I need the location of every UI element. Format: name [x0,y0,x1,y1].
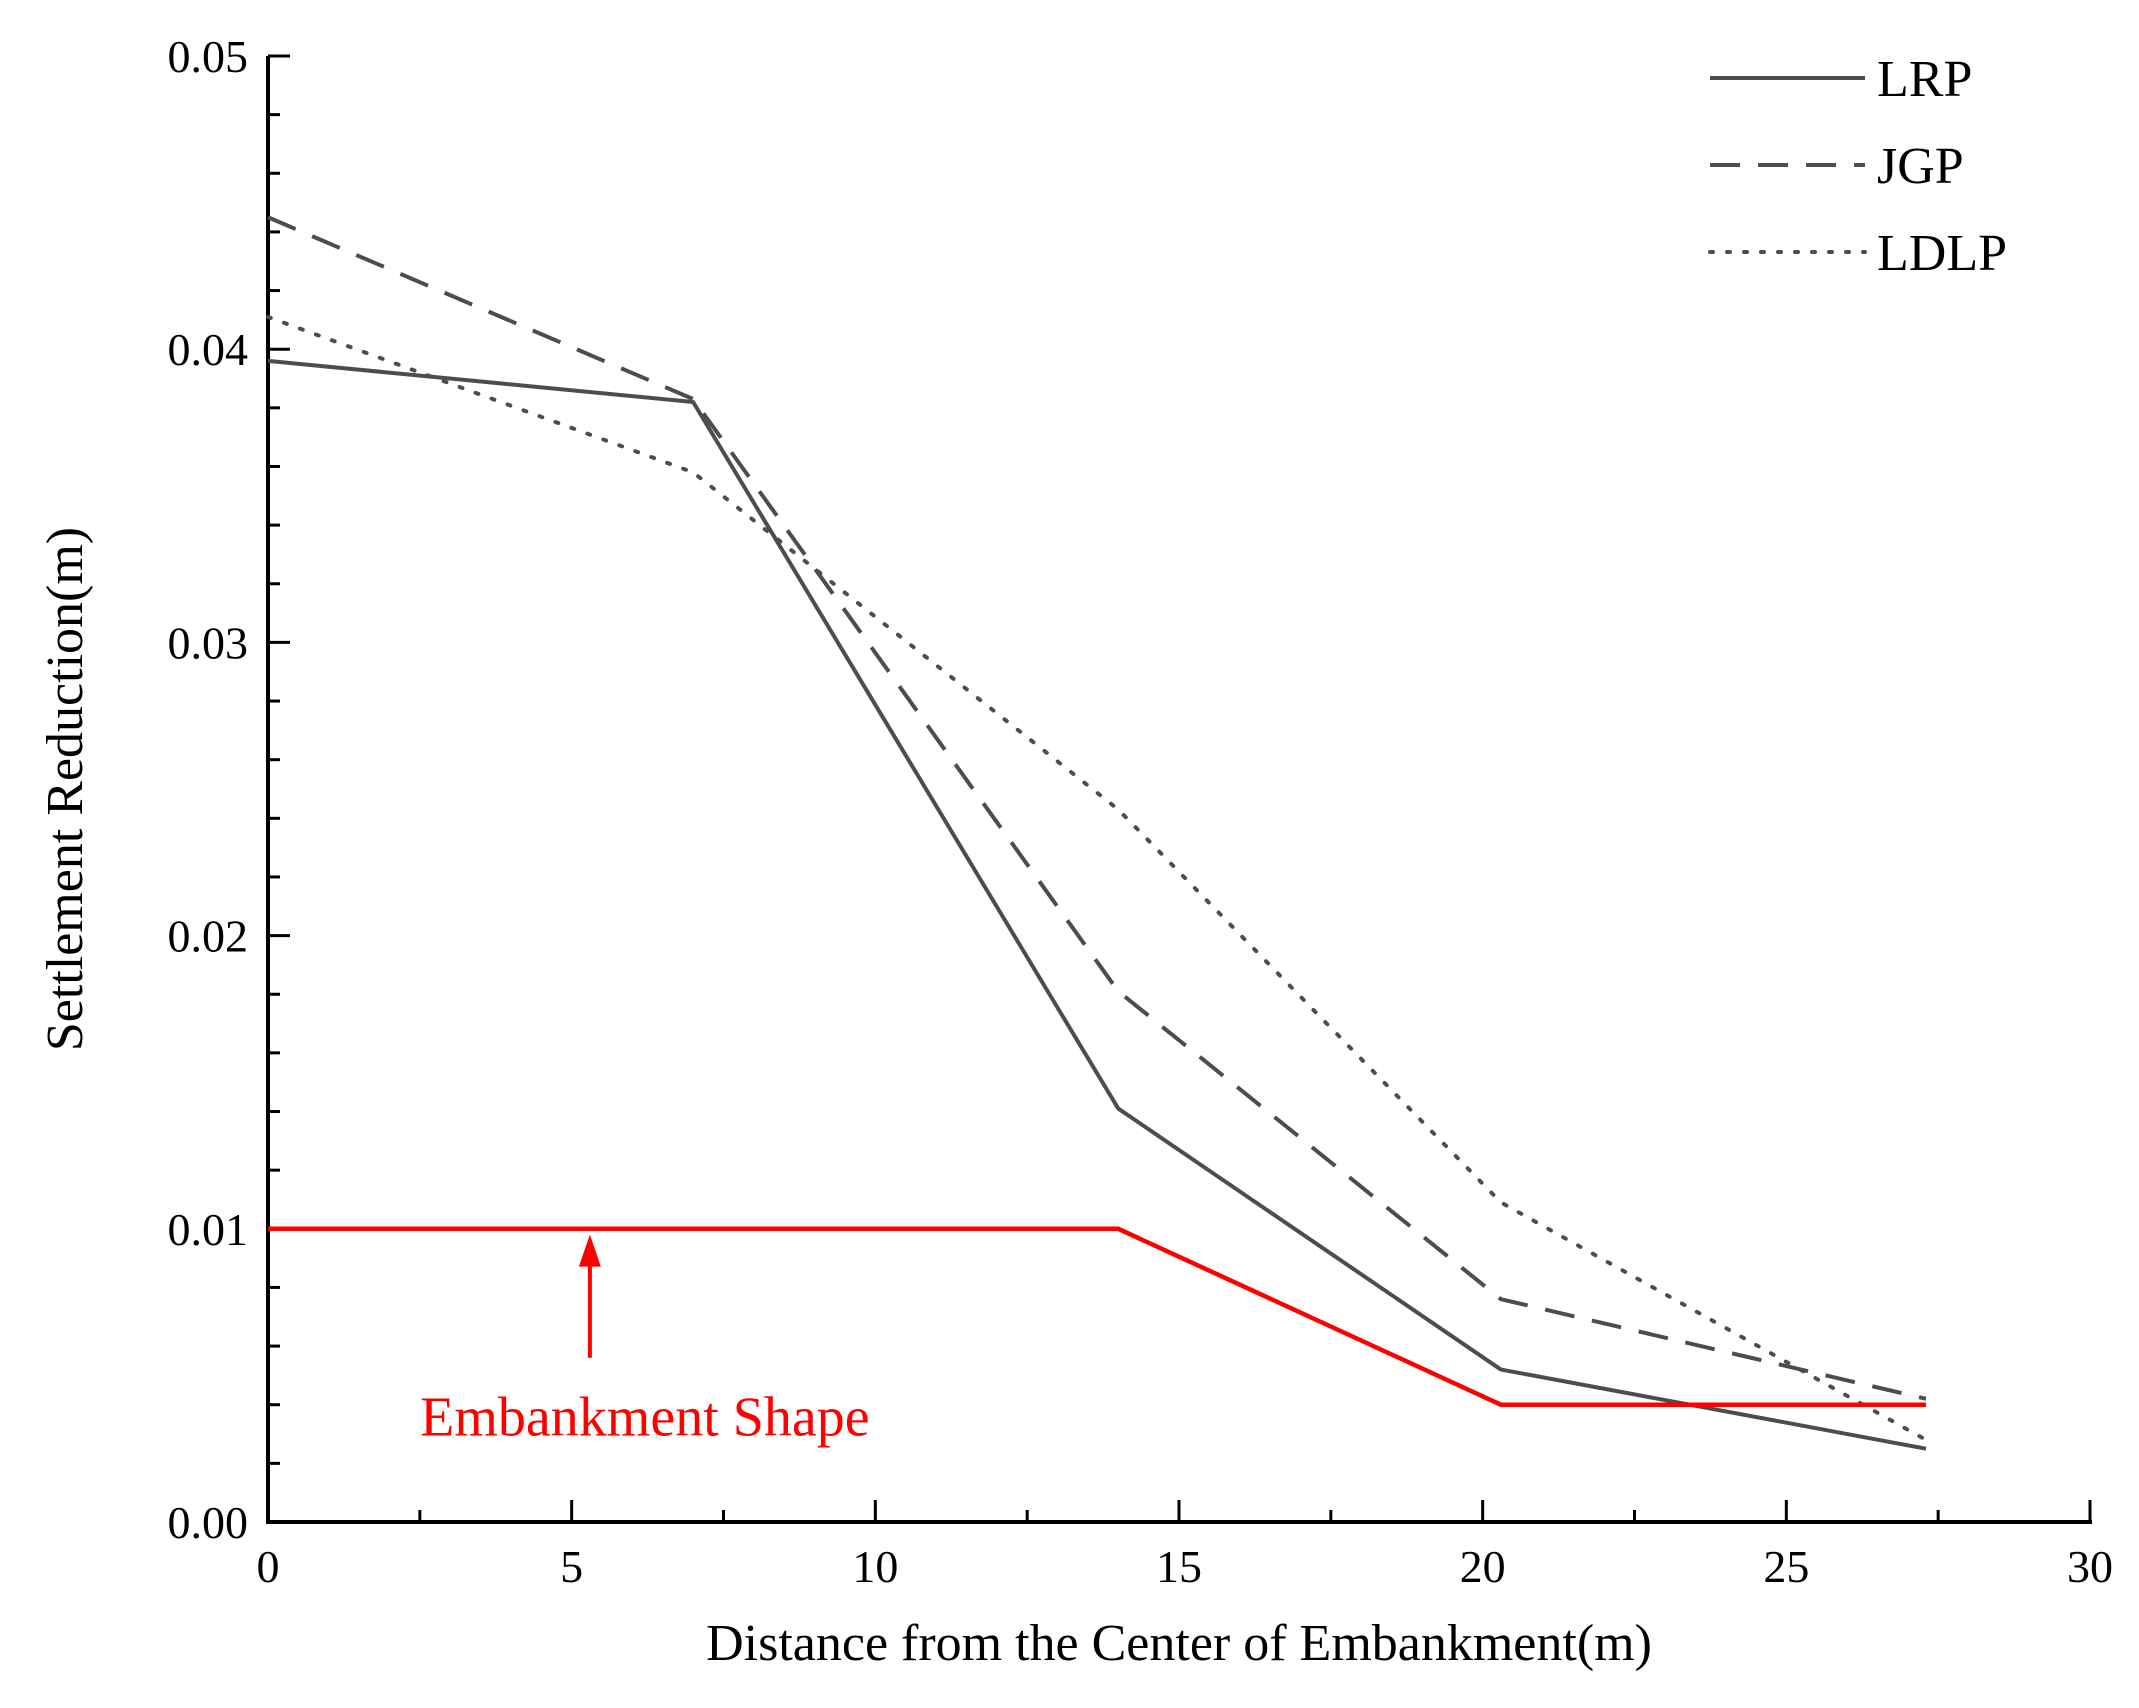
y-tick-label: 0.01 [168,1204,249,1255]
legend-ldlp-label: LDLP [1877,225,2007,282]
y-tick-label: 0.05 [168,31,249,82]
series-ldlp-line [266,314,1929,1442]
x-tick-label: 5 [560,1541,583,1592]
y-axis-title: Settlement Reduction(m) [37,527,94,1051]
y-axis-ticks [268,54,290,1524]
x-tick-label: 20 [1460,1541,1506,1592]
embankment-shape-label: Embankment Shape [420,1387,869,1449]
x-tick-label: 10 [852,1541,898,1592]
y-tick-label: 0.04 [168,324,249,375]
series-jgp-line [267,215,1927,1401]
x-axis-tick-labels: 0 5 10 15 20 25 30 [257,1541,2114,1592]
x-tick-label: 25 [1763,1541,1809,1592]
x-axis-ticks [266,1500,2092,1522]
x-tick-label: 30 [2067,1541,2113,1592]
embankment-shape-line [268,1226,1927,1407]
series-layer [266,215,1929,1451]
y-tick-label: 0.03 [168,617,249,668]
embankment-arrow-head [578,1234,601,1267]
legend-lrp-label: LRP [1877,51,1972,108]
x-tick-label: 0 [257,1541,280,1592]
legend-jgp-label: JGP [1877,138,1964,195]
x-axis-title: Distance from the Center of Embankment(m… [706,1615,1652,1672]
y-tick-label: 0.02 [168,911,249,962]
x-tick-label: 15 [1156,1541,1202,1592]
series-lrp-line [267,358,1927,1451]
embankment-annotation: Embankment Shape [268,1226,1927,1449]
y-tick-label: 0.00 [168,1497,249,1548]
legend: LRP JGP LDLP [1708,51,2007,282]
plot-frame [266,56,2092,1524]
y-axis-tick-labels: 0.00 0.01 0.02 0.03 0.04 0.05 [168,31,249,1548]
